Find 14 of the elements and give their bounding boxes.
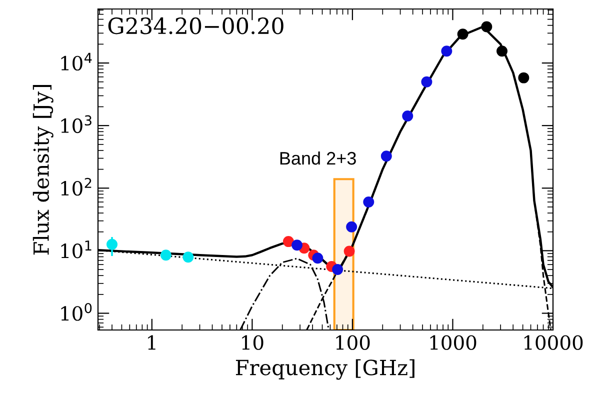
chart-title: G234.20−00.20 [108, 17, 284, 34]
y-tick-label: 10$^{3}$ [61, 115, 92, 134]
x-tick-label: 1 [148, 335, 156, 350]
band-label: Band 2+3 [280, 151, 356, 165]
x-tick-label: 100 [336, 335, 370, 350]
x-tick-label: 10 [242, 335, 264, 350]
y-tick-label: 10$^{2}$ [61, 178, 92, 196]
x-tick-label: 10000 [524, 335, 583, 350]
x-axis-title: Frequency [GHz] [236, 359, 414, 380]
y-axis-title: Flux density [Jy] [32, 85, 54, 255]
x-tick-label: 1000 [430, 335, 476, 350]
y-tick-label: 10$^{1}$ [61, 240, 92, 258]
y-tick-label: 10$^{4}$ [61, 52, 92, 71]
y-tick-label: 10$^{0}$ [61, 302, 92, 321]
